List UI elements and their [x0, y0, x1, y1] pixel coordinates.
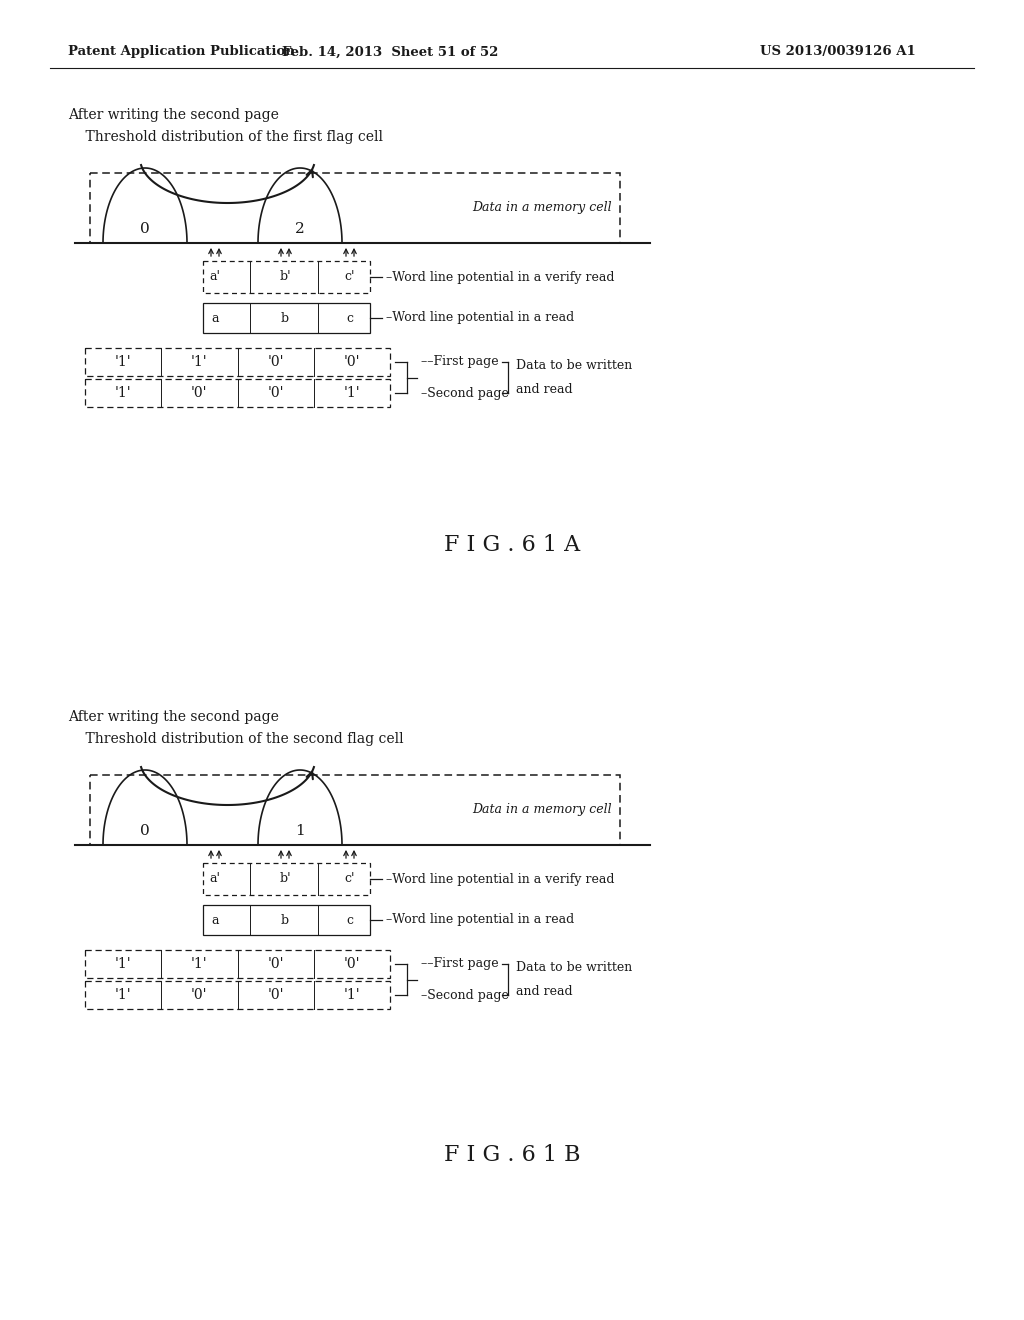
Bar — [90, 775, 620, 845]
Text: Data in a memory cell: Data in a memory cell — [472, 202, 612, 214]
Text: –Second page: –Second page — [421, 989, 509, 1002]
Text: b: b — [281, 913, 289, 927]
Text: '0': '0' — [267, 355, 284, 370]
Text: ––First page: ––First page — [421, 355, 499, 368]
Text: F I G . 6 1 A: F I G . 6 1 A — [444, 535, 580, 556]
Text: '1': '1' — [115, 355, 131, 370]
Bar — [203, 304, 370, 333]
Text: Data to be written: Data to be written — [516, 359, 632, 372]
Text: Threshold distribution of the second flag cell: Threshold distribution of the second fla… — [68, 733, 403, 746]
Text: After writing the second page: After writing the second page — [68, 710, 279, 723]
Text: –Word line potential in a verify read: –Word line potential in a verify read — [386, 873, 614, 886]
Text: '1': '1' — [191, 355, 208, 370]
Text: b': b' — [280, 271, 291, 284]
Text: '0': '0' — [191, 987, 208, 1002]
Text: a: a — [211, 913, 219, 927]
Text: '1': '1' — [115, 957, 131, 972]
Text: c': c' — [345, 271, 355, 284]
Bar — [203, 863, 370, 895]
Text: F I G . 6 1 B: F I G . 6 1 B — [443, 1144, 581, 1166]
Text: b': b' — [280, 873, 291, 886]
Bar — [85, 981, 390, 1008]
Text: Threshold distribution of the first flag cell: Threshold distribution of the first flag… — [68, 129, 383, 144]
Text: '1': '1' — [344, 385, 360, 400]
Text: '0': '0' — [267, 957, 284, 972]
Text: c': c' — [345, 873, 355, 886]
Text: '0': '0' — [344, 355, 360, 370]
Text: '1': '1' — [115, 987, 131, 1002]
Bar — [85, 348, 390, 376]
Text: 1: 1 — [295, 824, 305, 838]
Text: –Word line potential in a read: –Word line potential in a read — [386, 913, 574, 927]
Text: c: c — [346, 312, 353, 325]
Text: –Word line potential in a verify read: –Word line potential in a verify read — [386, 271, 614, 284]
Text: '1': '1' — [344, 987, 360, 1002]
Text: 2: 2 — [295, 222, 305, 236]
Text: b: b — [281, 312, 289, 325]
Bar — [90, 173, 620, 243]
Text: '0': '0' — [191, 385, 208, 400]
Text: a': a' — [210, 271, 220, 284]
Text: '0': '0' — [267, 987, 284, 1002]
Text: US 2013/0039126 A1: US 2013/0039126 A1 — [760, 45, 915, 58]
Bar — [85, 950, 390, 978]
Text: ––First page: ––First page — [421, 957, 499, 970]
Text: –Word line potential in a read: –Word line potential in a read — [386, 312, 574, 325]
Text: –Second page: –Second page — [421, 387, 509, 400]
Text: '1': '1' — [115, 385, 131, 400]
Text: a': a' — [210, 873, 220, 886]
Text: c: c — [346, 913, 353, 927]
Text: '1': '1' — [191, 957, 208, 972]
Text: Data to be written: Data to be written — [516, 961, 632, 974]
Text: Data in a memory cell: Data in a memory cell — [472, 804, 612, 817]
Text: and read: and read — [516, 383, 572, 396]
Bar — [203, 906, 370, 935]
Text: After writing the second page: After writing the second page — [68, 108, 279, 121]
Text: '0': '0' — [344, 957, 360, 972]
Bar — [85, 379, 390, 407]
Text: and read: and read — [516, 985, 572, 998]
Text: 0: 0 — [140, 824, 150, 838]
Text: 0: 0 — [140, 222, 150, 236]
Text: Feb. 14, 2013  Sheet 51 of 52: Feb. 14, 2013 Sheet 51 of 52 — [282, 45, 499, 58]
Text: Patent Application Publication: Patent Application Publication — [68, 45, 295, 58]
Text: '0': '0' — [267, 385, 284, 400]
Text: a: a — [211, 312, 219, 325]
Bar — [203, 261, 370, 293]
